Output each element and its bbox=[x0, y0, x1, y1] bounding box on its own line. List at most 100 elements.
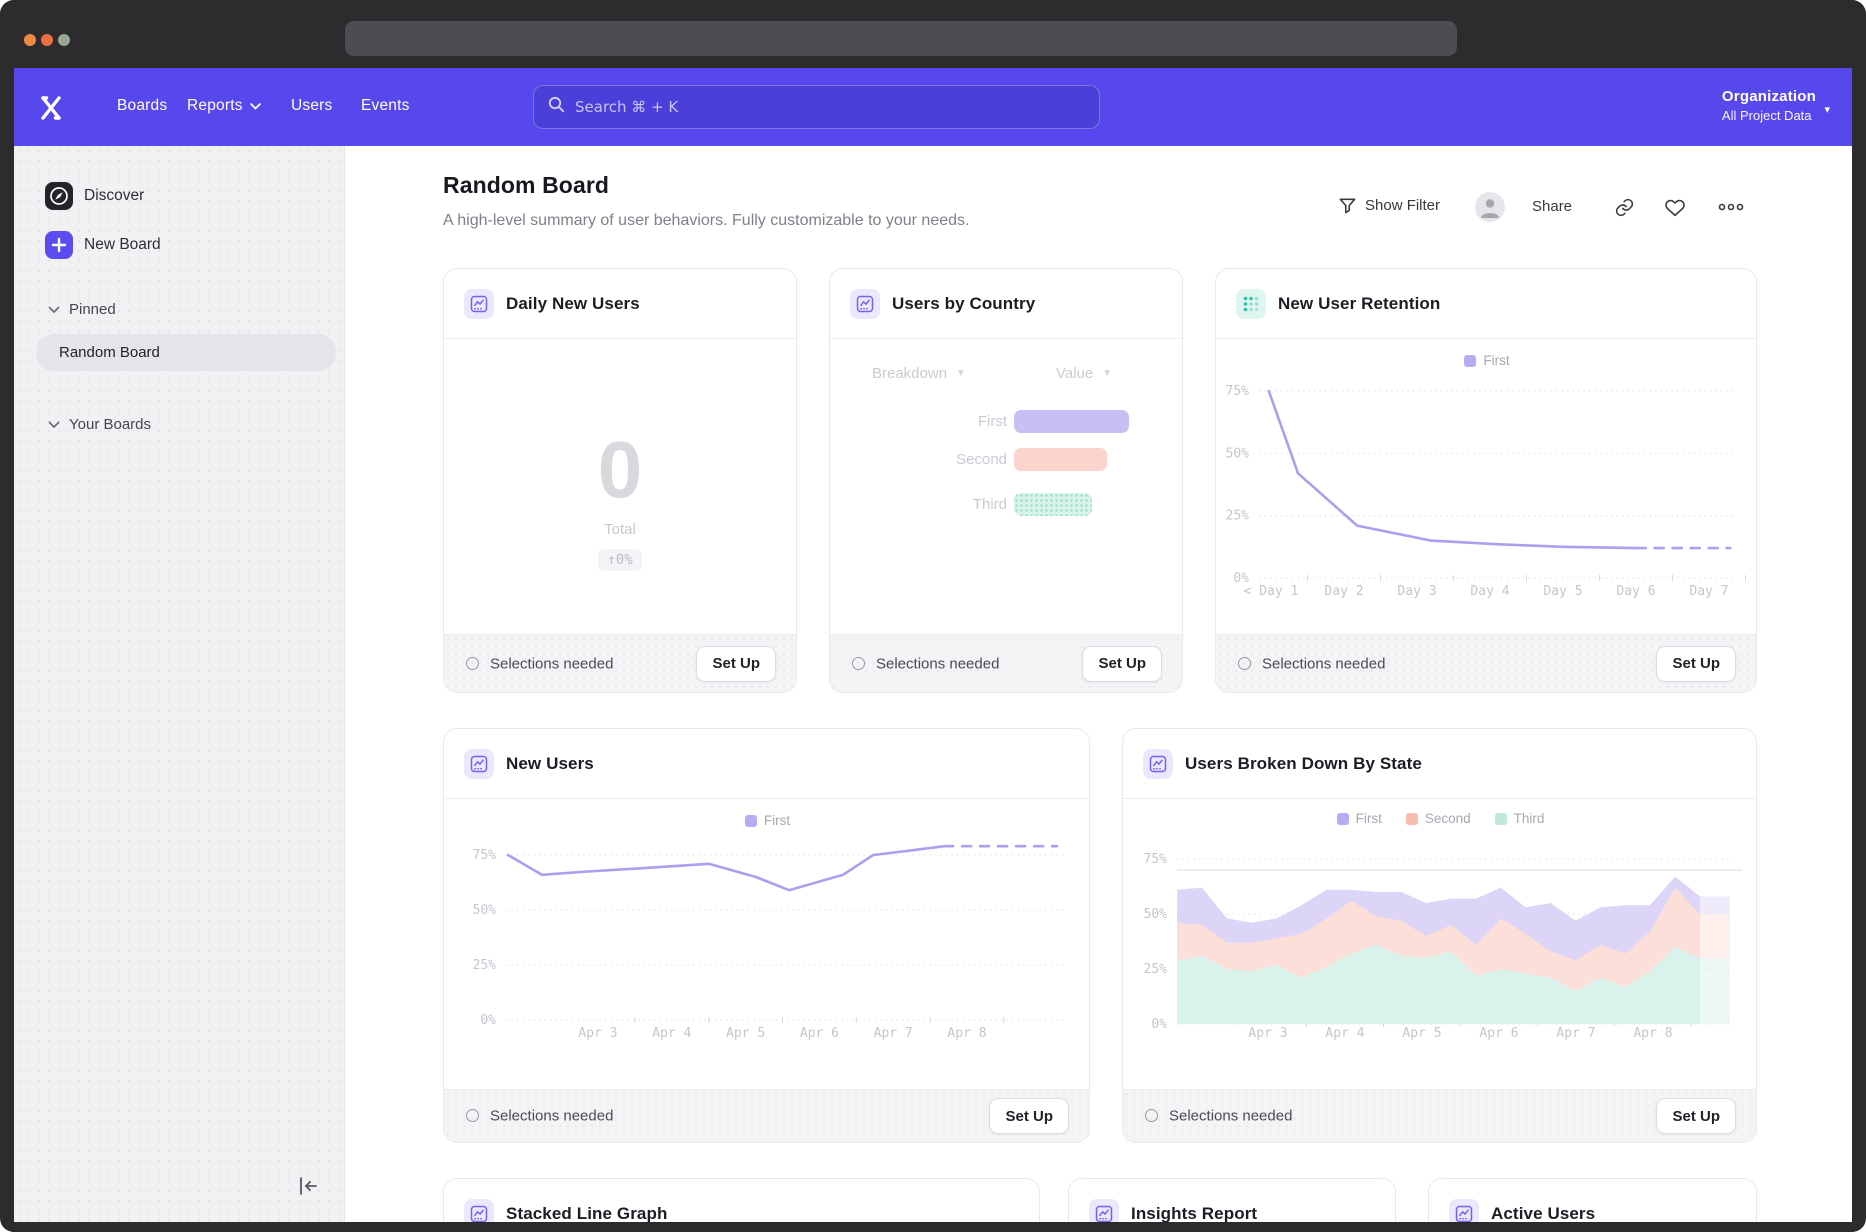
traffic-light-close[interactable] bbox=[24, 34, 36, 46]
legend-item[interactable]: Second bbox=[1406, 811, 1471, 826]
set-up-button[interactable]: Set Up bbox=[1656, 1098, 1736, 1134]
status-text: Selections needed bbox=[490, 1108, 613, 1125]
more-options-icon[interactable] bbox=[1718, 201, 1744, 213]
legend-label: First bbox=[764, 813, 790, 828]
legend-label: First bbox=[1356, 811, 1382, 826]
status-text: Selections needed bbox=[876, 655, 999, 672]
chevron-down-icon bbox=[250, 103, 261, 110]
card-header: New Users bbox=[444, 729, 1089, 799]
card-footer: Selections needed Set Up bbox=[444, 1089, 1089, 1142]
nav-item-users[interactable]: Users bbox=[291, 97, 332, 115]
titlebar bbox=[0, 0, 1866, 68]
help-icon[interactable]: ? bbox=[1553, 162, 1579, 188]
sidebar-item-discover[interactable]: Discover bbox=[45, 182, 144, 210]
svg-text:Day 6: Day 6 bbox=[1616, 584, 1655, 599]
status-circle-icon bbox=[466, 657, 479, 670]
state-stacked-chart: FirstSecondThird75%50%25%0%Apr 3Apr 4Apr… bbox=[1123, 799, 1757, 1091]
svg-text:0%: 0% bbox=[1151, 1017, 1167, 1032]
legend-item[interactable]: Third bbox=[1495, 811, 1545, 826]
legend-label: Second bbox=[1425, 811, 1471, 826]
chevron-down-icon: ▼ bbox=[956, 368, 966, 379]
legend-swatch-icon bbox=[1495, 813, 1507, 825]
set-up-button[interactable]: Set Up bbox=[989, 1098, 1069, 1134]
card-title: Users by Country bbox=[892, 294, 1035, 314]
org-chevron-down-icon: ▾ bbox=[1824, 103, 1830, 116]
set-up-button[interactable]: Set Up bbox=[1656, 646, 1736, 682]
card-title: Users Broken Down By State bbox=[1185, 754, 1422, 774]
favorite-heart-icon[interactable] bbox=[1664, 197, 1686, 218]
legend-item[interactable]: First bbox=[745, 813, 790, 828]
chart-legend: First bbox=[444, 813, 1090, 828]
set-up-button[interactable]: Set Up bbox=[1082, 646, 1162, 682]
card-footer: Selections needed Set Up bbox=[830, 634, 1182, 692]
plus-icon bbox=[45, 231, 73, 259]
card-title: New User Retention bbox=[1278, 294, 1440, 314]
svg-text:Apr 6: Apr 6 bbox=[1479, 1026, 1518, 1041]
bar-label: Second bbox=[907, 451, 1007, 468]
settings-gear-icon[interactable] bbox=[1628, 162, 1654, 188]
status-circle-icon bbox=[466, 1109, 479, 1122]
sidebar-item-new-board[interactable]: New Board bbox=[45, 231, 161, 259]
traffic-light-minimize[interactable] bbox=[41, 34, 53, 46]
line-chart-icon bbox=[1143, 749, 1173, 779]
svg-text:Apr 4: Apr 4 bbox=[1325, 1026, 1364, 1041]
traffic-light-zoom[interactable] bbox=[58, 34, 70, 46]
svg-text:50%: 50% bbox=[1226, 446, 1250, 461]
retention-grid-icon bbox=[1236, 289, 1266, 319]
card-footer: Selections needed Set Up bbox=[444, 634, 796, 692]
org-switcher[interactable]: Organization All Project Data bbox=[1722, 88, 1816, 123]
avatar[interactable] bbox=[1475, 192, 1505, 222]
sidebar-section-your-boards[interactable]: Your Boards bbox=[48, 416, 151, 433]
nav-item-boards[interactable]: Boards bbox=[117, 97, 167, 115]
svg-text:75%: 75% bbox=[1226, 384, 1250, 399]
chart-legend: First Second Third bbox=[1123, 811, 1757, 826]
line-chart-icon bbox=[464, 749, 494, 779]
svg-text:Day 3: Day 3 bbox=[1397, 584, 1436, 599]
funnel-icon bbox=[1338, 196, 1357, 215]
sidebar-collapse-icon[interactable] bbox=[296, 1174, 322, 1200]
data-management-icon[interactable] bbox=[1418, 162, 1444, 188]
nav-item-events[interactable]: Events bbox=[361, 97, 410, 115]
chevron-down-icon bbox=[48, 306, 60, 314]
legend-item[interactable]: First bbox=[1464, 353, 1509, 368]
line-chart-icon bbox=[464, 289, 494, 319]
org-name: Organization bbox=[1722, 88, 1816, 105]
svg-text:Apr 5: Apr 5 bbox=[1402, 1026, 1441, 1041]
breakdown-dropdown[interactable]: Breakdown▼ bbox=[872, 365, 966, 382]
global-search[interactable] bbox=[533, 85, 1100, 129]
nav-item-label: Reports bbox=[187, 97, 243, 115]
value-dropdown[interactable]: Value▼ bbox=[1056, 365, 1112, 382]
legend-label: Third bbox=[1514, 811, 1545, 826]
svg-text:25%: 25% bbox=[473, 958, 497, 973]
copy-link-icon[interactable] bbox=[1614, 197, 1635, 218]
apps-grid-icon[interactable] bbox=[1485, 162, 1511, 188]
legend-item[interactable]: First bbox=[1337, 811, 1382, 826]
card-title: Stacked Line Graph bbox=[506, 1204, 667, 1224]
sidebar-section-pinned[interactable]: Pinned bbox=[48, 301, 116, 318]
search-input[interactable] bbox=[575, 98, 1055, 116]
window-frame-bottom bbox=[0, 1222, 1866, 1232]
set-up-button[interactable]: Set Up bbox=[696, 646, 776, 682]
section-label: Pinned bbox=[69, 301, 116, 318]
svg-text:Apr 7: Apr 7 bbox=[874, 1026, 913, 1041]
chart-legend: First bbox=[1216, 353, 1757, 368]
card-new-user-retention: New User Retention First75%50%25%0%< Day… bbox=[1215, 268, 1757, 693]
svg-text:Apr 5: Apr 5 bbox=[726, 1026, 765, 1041]
mixpanel-logo-icon[interactable] bbox=[40, 95, 62, 126]
sidebar-item-random-board[interactable]: Random Board bbox=[36, 334, 336, 371]
show-filter-button[interactable]: Show Filter bbox=[1338, 196, 1440, 215]
compass-icon bbox=[45, 182, 73, 210]
line-chart-icon bbox=[850, 289, 880, 319]
share-button[interactable]: Share bbox=[1532, 198, 1572, 215]
svg-text:25%: 25% bbox=[1144, 962, 1168, 977]
nav-item-reports[interactable]: Reports bbox=[187, 97, 261, 115]
card-footer: Selections needed Set Up bbox=[1123, 1089, 1756, 1142]
card-header: Users by Country bbox=[830, 269, 1182, 339]
legend-swatch-icon bbox=[1337, 813, 1349, 825]
url-bar[interactable] bbox=[345, 21, 1457, 56]
delta-badge: ↑0% bbox=[598, 549, 641, 571]
svg-text:0%: 0% bbox=[480, 1013, 496, 1028]
page-subtitle: A high-level summary of user behaviors. … bbox=[443, 212, 969, 230]
sidebar: Discover New Board Pinned Random Board Y… bbox=[14, 146, 345, 1222]
svg-text:75%: 75% bbox=[473, 848, 497, 863]
